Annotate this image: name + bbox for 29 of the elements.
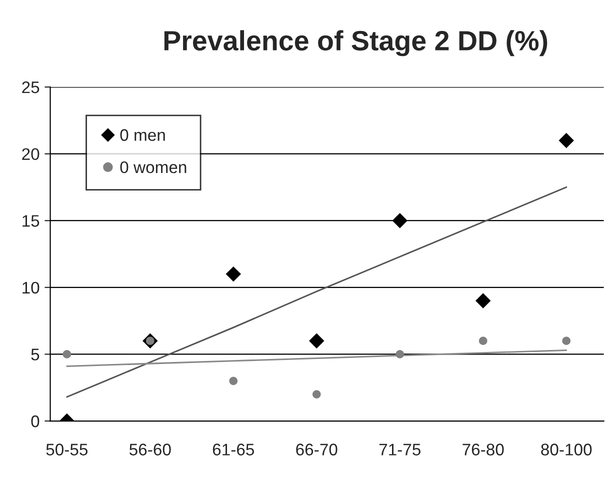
- x-tick-label: 61-65: [212, 444, 254, 456]
- point: [392, 213, 408, 228]
- point: [226, 266, 241, 282]
- x-tick-label: 56-60: [130, 444, 171, 456]
- y-tick-label: 0: [31, 415, 40, 428]
- y-tick-label: 10: [22, 282, 40, 294]
- x-tick-label: 71-75: [379, 444, 420, 456]
- point: [229, 376, 238, 386]
- point: [309, 333, 324, 348]
- legend-label: 0 women: [120, 161, 186, 174]
- y-tick-label: 5: [31, 348, 40, 360]
- point: [312, 390, 321, 398]
- line-series: [66, 349, 568, 367]
- line-series: [66, 186, 568, 398]
- x-tick-label: 66-70: [296, 444, 338, 456]
- point: [476, 293, 491, 308]
- point: [558, 132, 574, 148]
- legend-label: 0 men: [120, 129, 165, 141]
- x-tick-label: 80-100: [541, 444, 592, 456]
- x-tick-label: 50-55: [46, 444, 88, 456]
- point: [62, 350, 72, 358]
- point: [562, 336, 571, 346]
- y-tick-label: 15: [22, 215, 40, 227]
- y-tick-label: 25: [22, 81, 40, 94]
- point: [478, 336, 488, 346]
- chart-title: Prevalence of Stage 2 DD (%): [164, 30, 548, 56]
- y-tick-label: 20: [22, 148, 40, 160]
- point: [396, 350, 404, 358]
- x-tick-label: 76-80: [462, 444, 504, 456]
